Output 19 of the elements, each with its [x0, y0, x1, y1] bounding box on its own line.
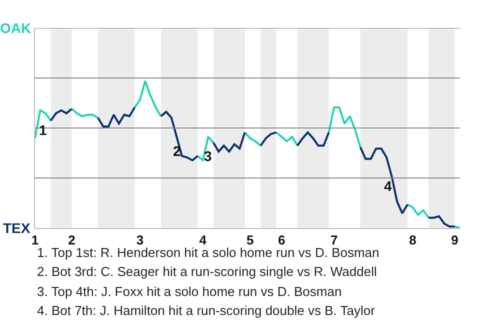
x-tick-label: 8 — [409, 232, 416, 248]
annotation: 3 — [204, 148, 212, 164]
text: TEX — [3, 220, 31, 236]
text: 1. Top 1st: R. Henderson hit a solo home run vs D. Bosman — [37, 245, 380, 260]
x-tick-label: 5 — [246, 232, 254, 248]
x-tick-label: 3 — [136, 232, 144, 248]
text: OAK — [0, 20, 32, 36]
x-tick-label: 7 — [330, 232, 338, 248]
annotation: 1 — [39, 122, 47, 138]
x-tick-label: 1 — [31, 232, 39, 248]
x-tick-label: 2 — [68, 232, 76, 248]
annotation: 2 — [173, 143, 181, 159]
x-tick-label: 4 — [199, 232, 208, 248]
annotation: 4 — [384, 178, 392, 194]
text: 3. Top 4th: J. Foxx hit a solo home run vs D. Bosman — [37, 284, 342, 299]
text: 2. Bot 3rd: C. Seager hit a run-scoring single vs R. Waddell — [37, 264, 377, 279]
x-tick-label: 9 — [451, 232, 458, 248]
text: 4. Bot 7th: J. Hamilton hit a run-scoring double vs B. Taylor — [37, 303, 376, 318]
x-tick-label: 6 — [278, 232, 286, 248]
